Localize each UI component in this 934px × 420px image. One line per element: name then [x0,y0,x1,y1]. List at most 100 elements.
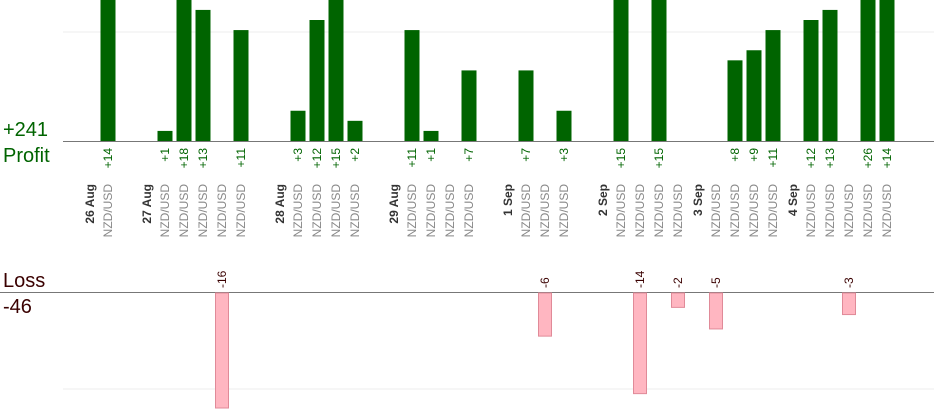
profit-value-label: +18 [177,148,191,169]
profit-label: Profit [3,145,50,167]
loss-value-label: -14 [633,270,647,288]
profit-value-label: +12 [310,148,324,169]
profit-bar [518,70,534,141]
date-tick-label: 4 Sep [786,184,800,216]
instrument-tick-label: NZD/USD [177,184,191,238]
profit-value-label: +15 [652,148,666,169]
profit-bar [651,0,667,141]
instrument-tick-label: NZD/USD [823,184,837,238]
date-tick-label: 3 Sep [691,184,705,216]
instrument-tick-label: NZD/USD [709,184,723,238]
profit-value-label: +7 [519,148,533,162]
profit-value-label: +12 [804,148,818,169]
profit-value-label: +26 [861,148,875,169]
instrument-tick-label: NZD/USD [519,184,533,238]
date-tick-label: 27 Aug [140,184,154,224]
profit-value-label: +1 [424,148,438,162]
profit-bar [727,60,743,142]
profit-bar [423,130,439,141]
instrument-tick-label: NZD/USD [538,184,552,238]
loss-bar [633,292,647,395]
profit-total: +241 [3,119,49,141]
instrument-tick-label: NZD/USD [557,184,571,238]
profit-value-label: +11 [234,148,248,168]
profit-bar [404,30,420,141]
instrument-tick-label: NZD/USD [842,184,856,238]
profit-bar [879,0,895,141]
instrument-tick-label: NZD/USD [633,184,647,238]
loss-bar [538,292,552,337]
instrument-tick-label: NZD/USD [234,184,248,238]
profit-bar [328,0,344,141]
instrument-tick-label: NZD/USD [747,184,761,238]
profit-value-label: +14 [101,148,115,169]
profit-bar [195,9,211,141]
profit-value-label: +15 [329,148,343,169]
profit-value-label: +9 [747,148,761,162]
profit-value-label: +11 [405,148,419,168]
loss-bar [215,292,229,409]
loss-value-label: -3 [842,277,856,288]
loss-value-label: -16 [215,270,229,288]
profit-bar [461,70,477,141]
instrument-tick-label: NZD/USD [443,184,457,238]
profit-value-label: +1 [158,148,172,162]
profit-value-label: +13 [823,148,837,169]
profit-bar [860,0,876,141]
loss-value-label: -5 [709,277,723,288]
instrument-tick-label: NZD/USD [291,184,305,238]
profit-bar [613,0,629,141]
profit-bar [100,0,116,141]
instrument-tick-label: NZD/USD [329,184,343,238]
profit-value-label: +11 [766,148,780,168]
instrument-tick-label: NZD/USD [462,184,476,238]
date-tick-label: 29 Aug [387,184,401,224]
instrument-tick-label: NZD/USD [671,184,685,238]
profit-bar [556,110,572,141]
loss-label: Loss [3,270,46,292]
profit-value-label: +13 [196,148,210,169]
date-tick-label: 26 Aug [83,184,97,224]
profit-value-label: +14 [880,148,894,169]
loss-bar [671,292,685,308]
instrument-tick-label: NZD/USD [310,184,324,238]
instrument-tick-label: NZD/USD [196,184,210,238]
profit-value-label: +3 [291,148,305,162]
loss-value-label: -2 [671,277,685,288]
profit-bar [157,130,173,141]
profit-value-label: +8 [728,148,742,162]
instrument-tick-label: NZD/USD [101,184,115,238]
instrument-tick-label: NZD/USD [405,184,419,238]
loss-total: -46 [3,296,32,318]
profit-value-label: +15 [614,148,628,169]
profit-value-label: +3 [557,148,571,162]
instrument-tick-label: NZD/USD [348,184,362,238]
profit-bar [347,120,363,141]
profit-bar [765,30,781,141]
profit-value-label: +2 [348,148,362,162]
date-tick-label: 28 Aug [273,184,287,224]
profit-bar [822,9,838,141]
instrument-tick-label: NZD/USD [861,184,875,238]
instrument-tick-label: NZD/USD [880,184,894,238]
profit-bar [803,20,819,141]
profit-bar [290,110,306,141]
instrument-tick-label: NZD/USD [424,184,438,238]
loss-bar [842,292,856,316]
instrument-tick-label: NZD/USD [652,184,666,238]
loss-value-label: -6 [538,277,552,288]
profit-bar [233,30,249,141]
instrument-tick-label: NZD/USD [766,184,780,238]
loss-bar [709,292,723,330]
profit-bar [176,0,192,141]
date-tick-label: 2 Sep [596,184,610,216]
instrument-tick-label: NZD/USD [158,184,172,238]
profit-value-label: +7 [462,148,476,162]
instrument-tick-label: NZD/USD [728,184,742,238]
instrument-tick-label: NZD/USD [614,184,628,238]
profit-bar [309,20,325,141]
instrument-tick-label: NZD/USD [804,184,818,238]
date-tick-label: 1 Sep [501,184,515,216]
instrument-tick-label: NZD/USD [215,184,229,238]
